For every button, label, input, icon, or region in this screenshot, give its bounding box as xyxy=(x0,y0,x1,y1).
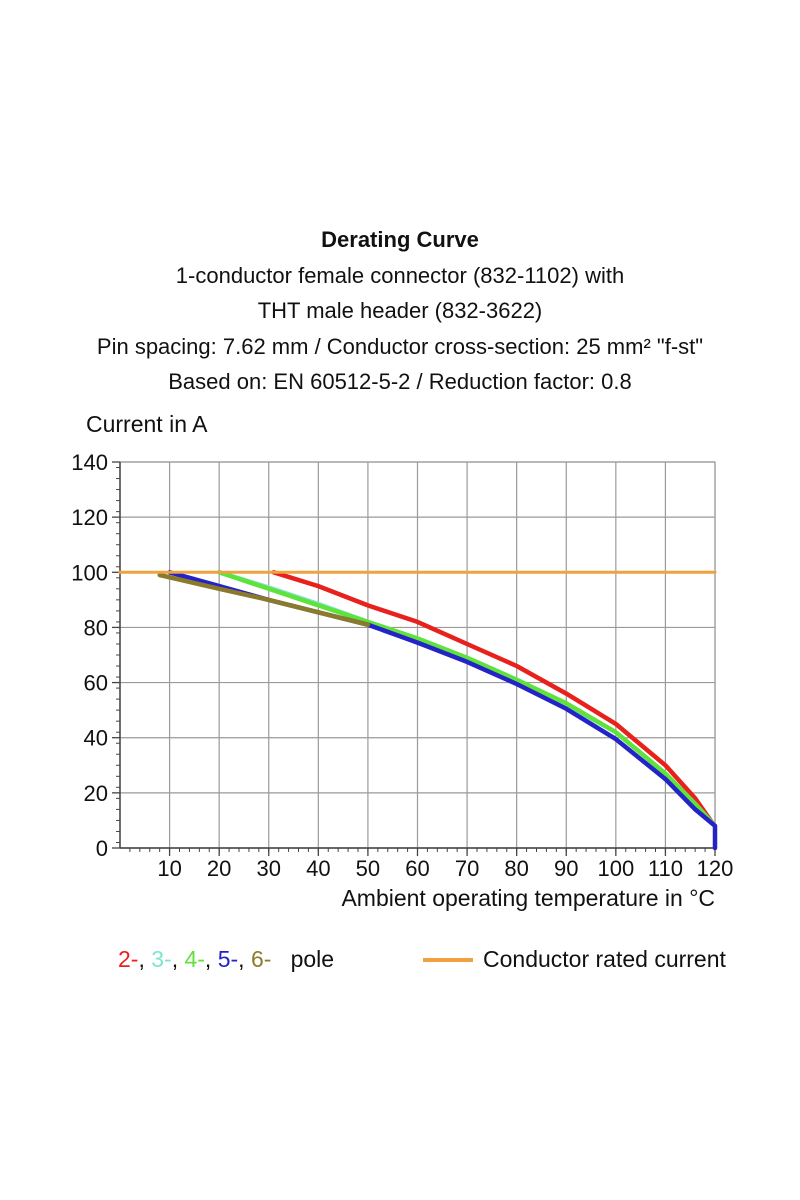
legend-pole-4: 4- xyxy=(184,946,205,972)
legend-pole-6: 6- xyxy=(250,946,272,972)
chart-axes xyxy=(112,461,716,856)
x-tick-label: 110 xyxy=(648,856,683,881)
legend-pole-3: 3- xyxy=(151,946,172,972)
x-tick-label: 30 xyxy=(257,856,281,881)
legend-pole-2: 2- xyxy=(118,946,139,972)
x-tick-label: 90 xyxy=(554,856,578,881)
x-tick-label: 10 xyxy=(157,856,181,881)
legend-pole-5: 5- xyxy=(217,946,239,972)
y-tick-label: 20 xyxy=(84,781,108,806)
y-tick-label: 120 xyxy=(71,505,108,530)
x-tick-label: 40 xyxy=(306,856,330,881)
y-tick-label: 80 xyxy=(84,615,108,640)
rated-current-label: Conductor rated current xyxy=(483,946,726,972)
x-tick-label: 80 xyxy=(504,856,528,881)
series-line-pole-4 xyxy=(216,570,715,826)
pole-legend: 2-, 3-, 4-, 5-, 6- pole xyxy=(118,946,335,972)
chart-title-block: Derating Curve 1-conductor female connec… xyxy=(0,222,800,400)
chart-series xyxy=(118,570,718,851)
x-tick-label: 50 xyxy=(356,856,380,881)
chart-grid xyxy=(119,461,716,849)
y-tick-label: 0 xyxy=(96,836,108,861)
chart-subtitle-line-4: Based on: EN 60512-5-2 / Reduction facto… xyxy=(168,369,632,394)
x-tick-label: 70 xyxy=(455,856,479,881)
chart-subtitle-line-2: THT male header (832-3622) xyxy=(257,298,543,323)
x-axis-label: Ambient operating temperature in °C xyxy=(341,885,715,911)
legend-pole-suffix: pole xyxy=(290,946,335,972)
y-tick-label: 100 xyxy=(71,560,108,585)
x-tick-label: 100 xyxy=(597,856,634,881)
rated-current-swatch xyxy=(423,957,473,962)
x-tick-label: 60 xyxy=(405,856,429,881)
rated-current-legend: Conductor rated current xyxy=(423,946,726,973)
series-line-pole-5 xyxy=(167,570,718,851)
chart-subtitle-line-1: 1-conductor female connector (832-1102) … xyxy=(175,262,625,288)
y-tick-label: 140 xyxy=(71,450,108,475)
y-tick-label: 60 xyxy=(84,671,108,696)
x-tick-label: 20 xyxy=(207,856,231,881)
chart-labels: 0 20 40 60 80 100 120 140 10 20 30 40 50 60 70 80 90 100 1… xyxy=(71,411,733,911)
chart-title: Derating Curve xyxy=(321,227,479,252)
series-line-pole-3 xyxy=(216,570,715,826)
y-axis-label: Current in A xyxy=(86,411,208,437)
y-tick-label: 40 xyxy=(84,726,108,751)
series-line-pole-2 xyxy=(271,570,715,826)
x-tick-label: 120 xyxy=(697,856,734,881)
chart-subtitle-line-3: Pin spacing: 7.62 mm / Conductor cross-s… xyxy=(96,333,704,359)
series-line-pole-6 xyxy=(157,572,371,627)
